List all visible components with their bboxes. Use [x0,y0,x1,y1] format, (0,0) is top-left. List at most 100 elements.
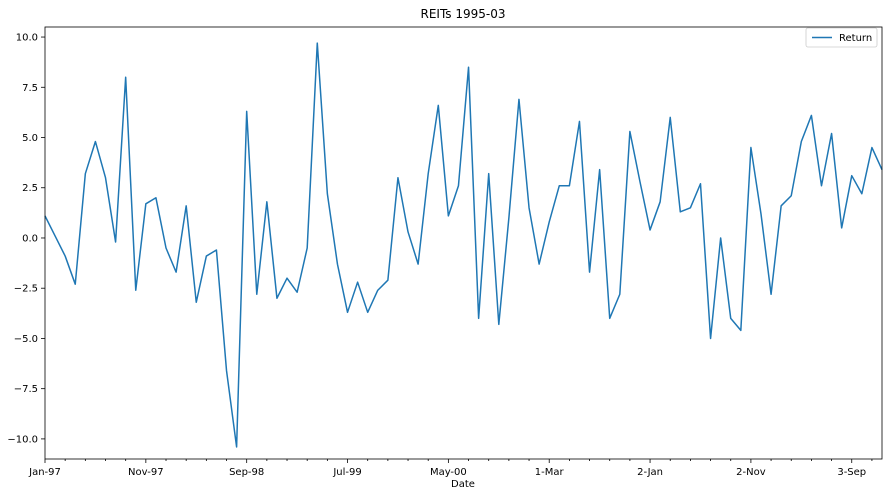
data-point [346,311,348,313]
data-point [568,185,570,187]
data-point [649,229,651,231]
data-point [750,146,752,148]
data-point [810,114,812,116]
legend-label-return: Return [839,33,872,44]
data-point [629,130,631,132]
data-point [145,203,147,205]
data-point [588,271,590,273]
data-point [851,174,853,176]
x-tick-label: Jan-97 [28,467,61,478]
legend-box [805,27,878,48]
x-tick-label: Jul-99 [332,467,361,478]
data-point [316,42,318,44]
data-point [790,195,792,197]
data-point [407,231,409,233]
data-point [689,207,691,209]
data-point [659,201,661,203]
data-point [558,185,560,187]
y-tick-label: 7.5 [22,83,38,94]
data-point [740,329,742,331]
data-point [800,140,802,142]
y-axis: 10.0 7.5 5.0 2.5 0.0 −2.5 −5.0 −7.5 −10.0 [7,33,45,445]
data-point [225,369,227,371]
data-point [336,263,338,265]
data-point [165,247,167,249]
data-point [74,283,76,285]
data-point [477,317,479,319]
data-point [205,255,207,257]
data-point [528,207,530,209]
x-tick-label: Nov-97 [128,467,164,478]
data-point [457,185,459,187]
data-point [356,281,358,283]
y-tick-label: −10.0 [7,434,38,445]
data-point [760,213,762,215]
data-point [397,176,399,178]
data-point [175,271,177,273]
data-point [619,293,621,295]
data-point [235,446,237,448]
data-point [598,168,600,170]
y-tick-label: 0.0 [22,233,38,244]
data-point [639,181,641,183]
data-point [94,140,96,142]
data-point [104,176,106,178]
data-point [427,172,429,174]
data-point [518,98,520,100]
data-point [488,172,490,174]
y-tick-label: 2.5 [22,183,38,194]
data-point [861,193,863,195]
data-point [135,289,137,291]
data-point [770,293,772,295]
data-point [437,104,439,106]
data-point [730,317,732,319]
x-tick-label: 2-Nov [736,467,766,478]
y-tick-label: 10.0 [16,33,38,44]
x-tick-label: 1-Mar [535,467,565,478]
y-tick-label: −7.5 [14,384,38,395]
y-tick-label: −2.5 [14,284,38,295]
data-point [679,211,681,213]
data-point [498,323,500,325]
data-point [296,291,298,293]
data-point [256,293,258,295]
y-tick-label: 5.0 [22,133,38,144]
data-point [578,120,580,122]
data-point [306,247,308,249]
data-point [124,76,126,78]
data-point [871,146,873,148]
data-point [417,263,419,265]
data-point [326,193,328,195]
data-point [820,185,822,187]
data-point [84,172,86,174]
data-point [185,205,187,207]
data-point [245,110,247,112]
x-axis: Jan-97 Nov-97 Sep-98 Jul-99 May-00 1-Mar 2-Jan… [28,459,873,478]
data-point [548,221,550,223]
data-point [387,279,389,281]
data-point [467,66,469,68]
data-point [266,201,268,203]
x-tick-label: Sep-98 [229,467,264,478]
data-point [195,301,197,303]
data-point [64,255,66,257]
chart-title: REITs 1995-03 [420,7,505,21]
data-point [276,297,278,299]
data-point [447,215,449,217]
y-tick-label: −5.0 [14,334,38,345]
x-tick-label: 2-Jan [637,467,663,478]
data-point [215,249,217,251]
x-tick-label: 3-Sep [837,467,866,478]
data-point [699,183,701,185]
data-point [114,241,116,243]
data-point [155,197,157,199]
data-point [709,337,711,339]
legend: Return [805,27,878,48]
plot-area [45,27,882,459]
data-point [780,205,782,207]
x-axis-label: Date [451,479,475,490]
data-point [830,132,832,134]
data-point [366,311,368,313]
data-point [609,317,611,319]
